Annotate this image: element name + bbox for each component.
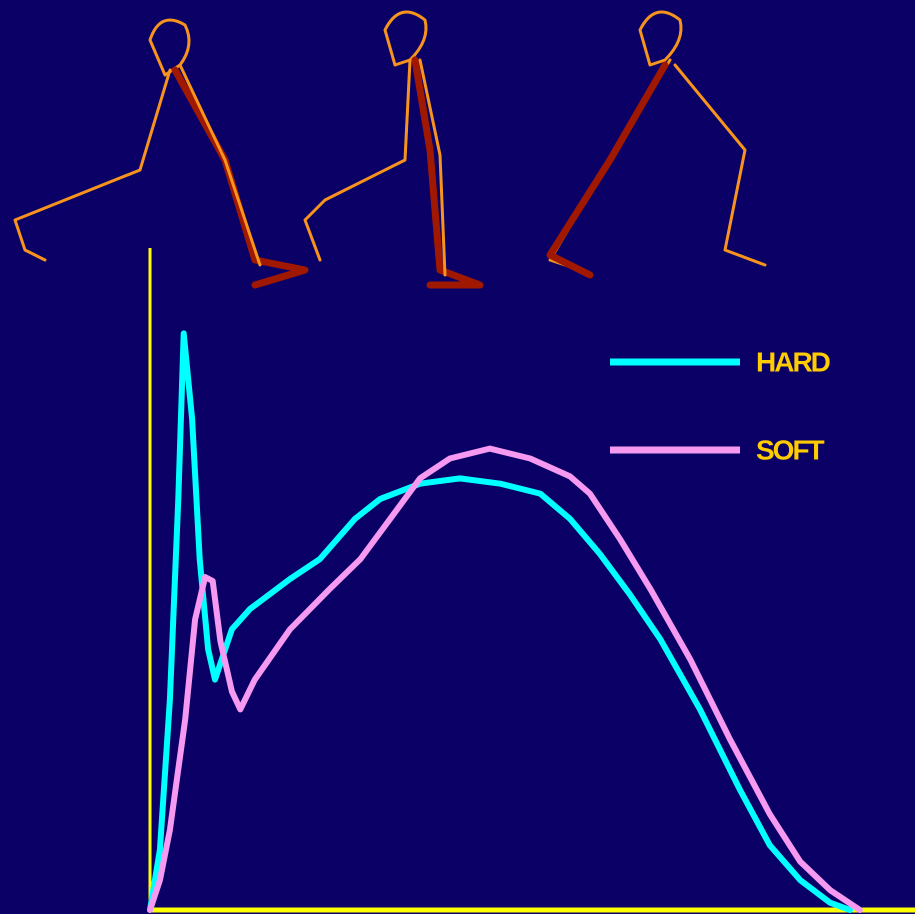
legend-label: SOFT bbox=[756, 434, 825, 465]
chart: HARD SOFT bbox=[0, 0, 915, 914]
page: {"chart_data": {"type": "line", "xlim": … bbox=[0, 0, 915, 914]
legend-label: HARD bbox=[756, 346, 831, 377]
